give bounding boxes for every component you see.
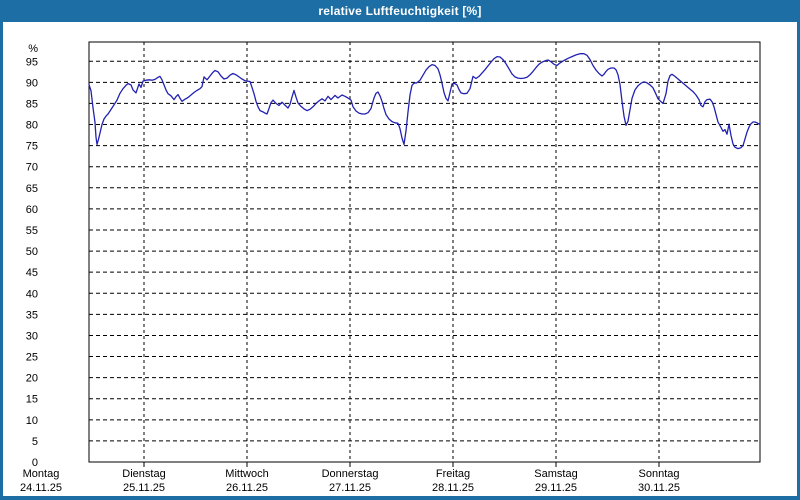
chart-area: 0 5 10 15 20 25 30 35 40 45 50 55 60 65 70 75 80 85 90 95% M… [3, 22, 797, 496]
y-tick-label-50: 50 [26, 246, 38, 258]
y-tick-label-60: 60 [26, 204, 38, 216]
y-axis-unit-label: % [28, 43, 38, 55]
plot-frame [88, 41, 761, 463]
y-tick-label-45: 45 [26, 267, 38, 279]
y-tick-label-5: 5 [32, 436, 38, 448]
y-tick-label-15: 15 [26, 394, 38, 406]
y-tick-label-10: 10 [26, 415, 38, 427]
y-tick-label-0: 0 [32, 457, 38, 469]
humidity-line [88, 53, 761, 150]
x-day-date-5: 29.11.25 [535, 482, 577, 494]
y-tick-label-70: 70 [26, 162, 38, 174]
y-tick-label-65: 65 [26, 183, 38, 195]
x-day-name-1: Dienstag [122, 468, 165, 480]
x-day-date-1: 25.11.25 [123, 482, 165, 494]
y-tick-label-90: 90 [26, 77, 38, 89]
x-day-date-3: 27.11.25 [329, 482, 371, 494]
chart-title: relative Luftfeuchtigkeit [%] [318, 4, 482, 18]
y-tick-label-95: 95 [26, 56, 38, 68]
x-day-date-2: 26.11.25 [226, 482, 268, 494]
y-tick-label-75: 75 [26, 141, 38, 153]
x-day-name-6: Sonntag [639, 468, 680, 480]
y-tick-label-40: 40 [26, 288, 38, 300]
x-day-name-3: Donnerstag [322, 468, 379, 480]
x-day-date-0: 24.11.25 [20, 482, 62, 494]
title-bar: relative Luftfeuchtigkeit [%] [3, 0, 797, 22]
y-tick-label-25: 25 [26, 352, 38, 364]
x-day-name-4: Freitag [436, 468, 470, 480]
y-tick-label-85: 85 [26, 98, 38, 110]
y-tick-label-30: 30 [26, 330, 38, 342]
x-day-date-6: 30.11.25 [638, 482, 680, 494]
y-tick-label-55: 55 [26, 225, 38, 237]
y-tick-label-80: 80 [26, 120, 38, 132]
x-day-name-5: Samstag [534, 468, 577, 480]
x-day-name-0: Montag [23, 468, 60, 480]
y-tick-label-20: 20 [26, 373, 38, 385]
humidity-line-chart: 0 5 10 15 20 25 30 35 40 45 50 55 60 65 70 75 80 85 90 95% M… [20, 41, 761, 494]
x-day-date-4: 28.11.25 [432, 482, 474, 494]
y-tick-label-35: 35 [26, 309, 38, 321]
x-day-name-2: Mittwoch [225, 468, 268, 480]
